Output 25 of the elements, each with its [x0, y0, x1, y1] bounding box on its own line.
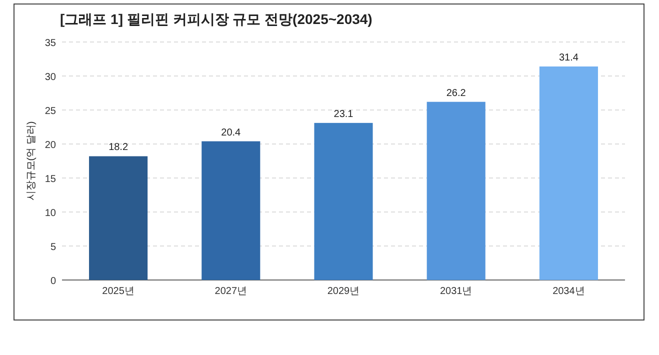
y-tick-label: 15	[44, 174, 56, 185]
bar	[539, 66, 598, 280]
y-tick-label: 5	[50, 242, 56, 253]
data-label: 23.1	[334, 108, 354, 120]
y-tick-label: 30	[44, 72, 56, 83]
data-label: 20.4	[221, 127, 242, 138]
y-tick-label: 10	[44, 208, 56, 219]
y-axis-title: 시장규모(억 달러)	[26, 121, 37, 201]
x-tick-label: 2027년	[214, 286, 248, 297]
data-label: 31.4	[558, 52, 579, 64]
y-tick-label: 25	[44, 106, 56, 117]
y-tick-label: 0	[50, 276, 56, 287]
bar	[426, 102, 486, 280]
chart-title: [그래프 1] 필리핀 커피시장 규모 전망(2025~2034)	[60, 11, 372, 27]
data-label: 26.2	[446, 88, 466, 99]
bar	[89, 156, 148, 280]
bar	[314, 122, 373, 280]
y-tick-label: 20	[44, 140, 56, 151]
y-tick-label: 35	[44, 38, 56, 49]
x-tick-label: 2029년	[327, 286, 360, 297]
data-label: 18.2	[108, 142, 128, 154]
x-tick-label: 2034년	[552, 286, 585, 297]
x-tick-label: 2025년	[102, 286, 134, 297]
bar	[202, 141, 260, 280]
x-tick-label: 2031년	[440, 286, 472, 297]
